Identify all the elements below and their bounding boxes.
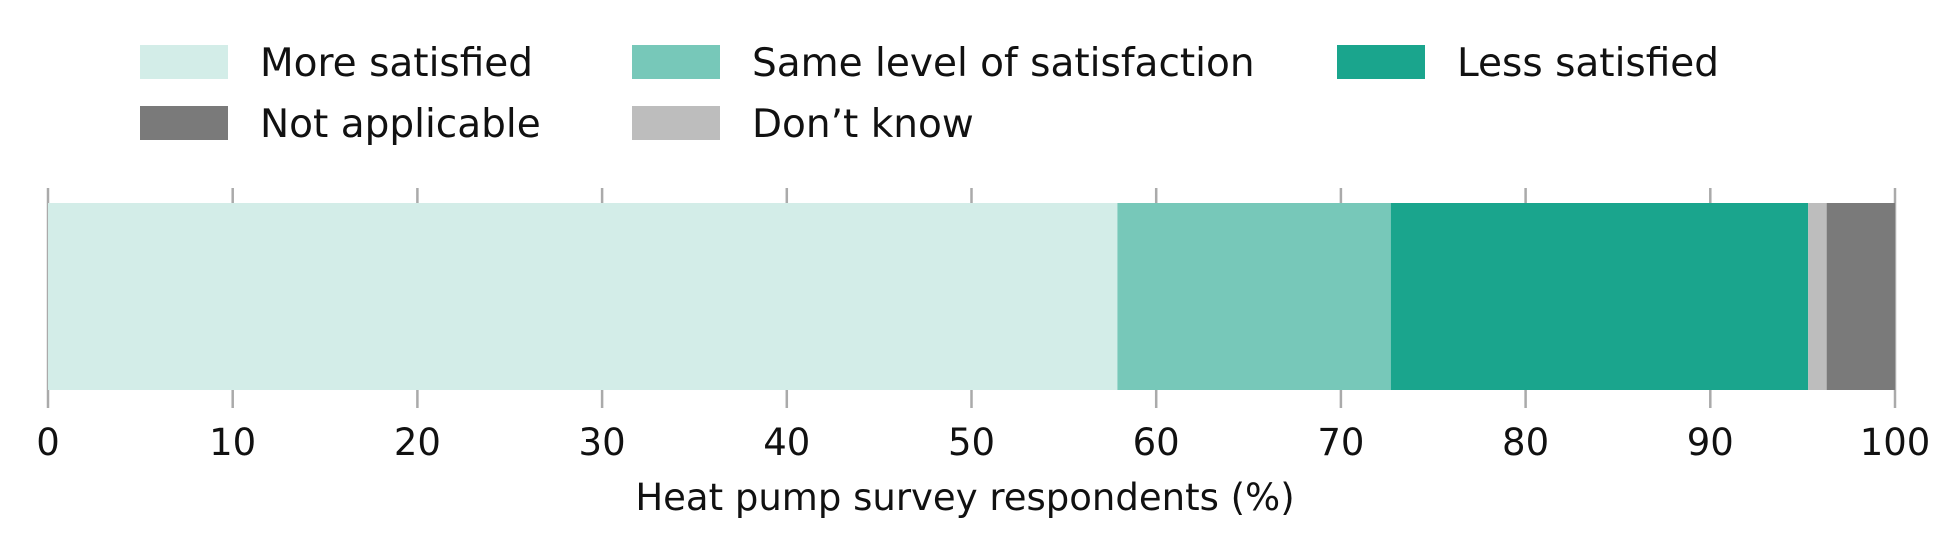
legend-swatch-less-satisfied (1337, 45, 1425, 79)
legend-swatch-more-satisfied (140, 45, 228, 79)
x-axis-title: Heat pump survey respondents (%) (635, 476, 1294, 519)
x-tick-label-70: 70 (1317, 421, 1364, 464)
x-tick-label-50: 50 (948, 421, 995, 464)
x-tick-label-60: 60 (1133, 421, 1180, 464)
legend-swatch-same-level-of-satisfaction (632, 45, 720, 79)
x-tick-label-90: 90 (1687, 421, 1734, 464)
legend-label-not-applicable: Not applicable (260, 102, 541, 147)
legend-label-same-level-of-satisfaction: Same level of satisfaction (752, 41, 1255, 86)
legend-label-more-satisfied: More satisfied (260, 41, 533, 86)
bar-segment-not-applicable (1826, 203, 1895, 390)
x-tick-label-10: 10 (209, 421, 256, 464)
legend-label-don-t-know: Don’t know (752, 102, 974, 147)
bar-segments (48, 203, 1895, 390)
bar-segment-same-level-of-satisfaction (1117, 203, 1391, 390)
x-axis-tick-labels: 0 10 20 30 40 50 60 70 80 90 100 (36, 421, 1930, 464)
x-tick-label-30: 30 (579, 421, 626, 464)
x-tick-label-100: 100 (1860, 421, 1931, 464)
legend-swatch-don-t-know (632, 106, 720, 140)
bar-segment-don-t-know (1808, 203, 1827, 390)
x-tick-label-20: 20 (394, 421, 441, 464)
legend-swatch-not-applicable (140, 106, 228, 140)
x-tick-label-80: 80 (1502, 421, 1549, 464)
legend: More satisfied Same level of satisfaction… (140, 41, 1719, 147)
x-tick-label-40: 40 (763, 421, 810, 464)
bar-segment-less-satisfied (1390, 203, 1809, 390)
legend-label-less-satisfied: Less satisfied (1457, 41, 1719, 86)
bar-segment-more-satisfied (48, 203, 1118, 390)
x-tick-label-0: 0 (36, 421, 60, 464)
